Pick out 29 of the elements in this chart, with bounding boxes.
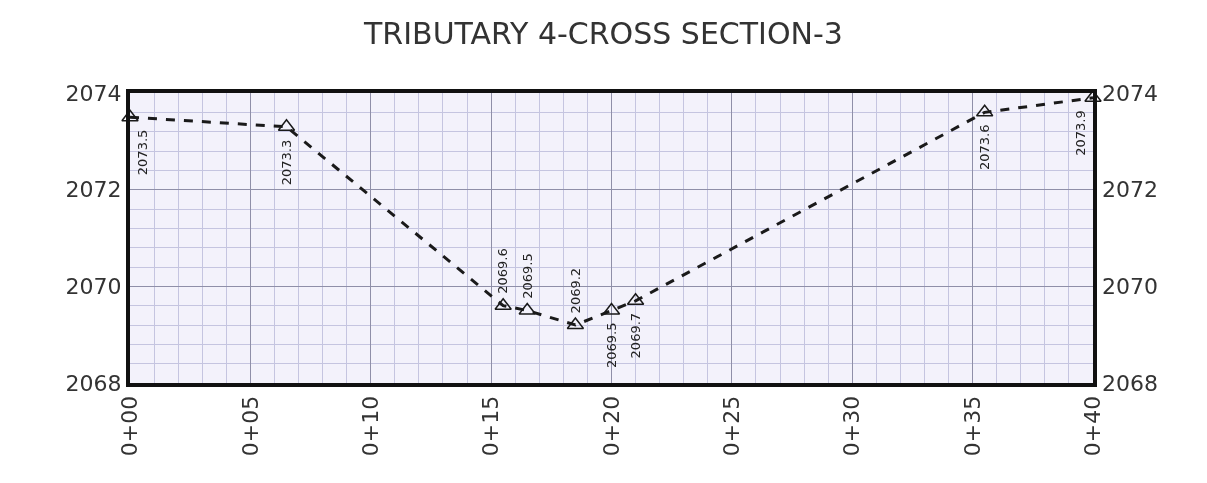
x-tick-label: 0+30 <box>839 395 865 457</box>
x-tick-label: 0+10 <box>357 395 383 457</box>
y2-tick-label: 2070 <box>1102 274 1158 300</box>
y-tick-label: 2070 <box>65 274 122 300</box>
x-tick-label: 0+35 <box>959 395 985 457</box>
y-tick-label: 2074 <box>65 80 122 106</box>
data-label: 2073.5 <box>134 129 150 176</box>
point <box>121 109 139 122</box>
data-label: 2073.6 <box>977 124 993 170</box>
x-tick-label: 0+05 <box>237 395 263 457</box>
y-tick-label: 2072 <box>65 177 122 203</box>
data-label: 2069.5 <box>519 253 535 299</box>
data-label: 2073.3 <box>278 139 294 186</box>
data-label: 2073.9 <box>1073 110 1089 156</box>
y2-tick-label: 2068 <box>1102 370 1158 396</box>
x-tick-label: 0+20 <box>598 395 624 457</box>
x-tick-label: 0+15 <box>478 395 504 457</box>
data-label: 2069.6 <box>495 248 511 294</box>
y2-tick-label: 2072 <box>1102 177 1158 203</box>
y-tick-label: 2068 <box>65 370 122 396</box>
x-tick-label: 0+40 <box>1080 395 1106 457</box>
x-tick-label: 0+25 <box>719 395 745 457</box>
data-label: 2069.5 <box>604 322 619 368</box>
data-label: 2069.7 <box>627 312 643 359</box>
y2-tick-label: 2074 <box>1102 80 1158 106</box>
data-label: 2069.2 <box>568 267 584 314</box>
point <box>494 297 512 310</box>
x-tick-label: 0+00 <box>117 395 143 457</box>
chart-title: TRIBUTARY 4-CROSS SECTION-3 <box>363 16 843 52</box>
